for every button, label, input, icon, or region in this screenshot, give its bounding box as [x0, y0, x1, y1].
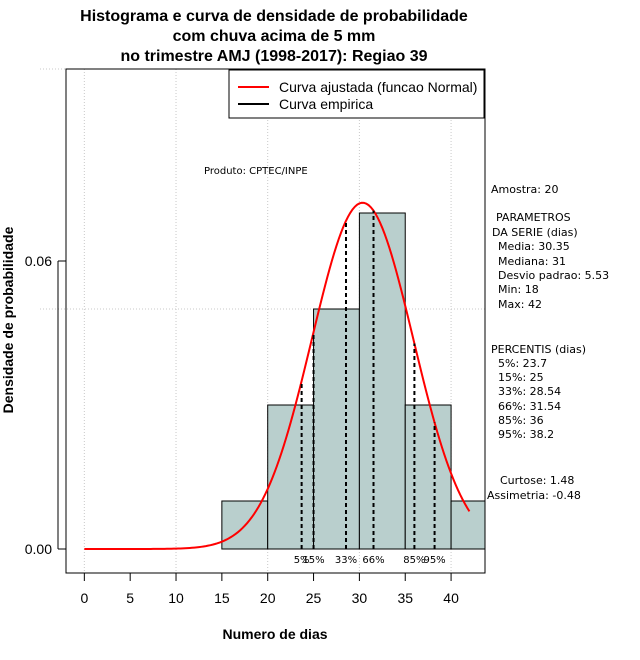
stat-p5: 5%: 23.7 — [498, 357, 547, 370]
x-tick-label: 30 — [352, 590, 368, 606]
stat-desvio: Desvio padrao: 5.53 — [498, 269, 609, 282]
stat-max: Max: 42 — [498, 298, 542, 311]
stat-p66: 66%: 31.54 — [498, 400, 561, 413]
normal-fit-curve — [84, 201, 471, 550]
x-tick-label: 15 — [214, 590, 230, 606]
x-tick-label: 25 — [306, 590, 322, 606]
chart-title-line-3: no trimestre AMJ (1998-2017): Regiao 39 — [120, 48, 427, 65]
percentile-label: 85% — [403, 555, 425, 566]
legend-label-empirical: Curva empirica — [279, 96, 373, 112]
x-tick-label: 40 — [443, 590, 459, 606]
histogram-bar — [313, 308, 360, 550]
stat-amostra: Amostra: 20 — [491, 183, 558, 196]
stat-p95: 95%: 38.2 — [498, 428, 554, 441]
produto-label: Produto: CPTEC/INPE — [204, 166, 308, 177]
axes: 0.00 0.06 0 5 10 15 20 25 30 35 40 — [25, 253, 459, 606]
stat-p15: 15%: 25 — [498, 371, 544, 384]
stat-curtose: Curtose: 1.48 — [500, 474, 574, 487]
x-axis-title: Numero de dias — [222, 626, 327, 642]
legend-box — [228, 69, 485, 119]
percentile-label: 95% — [423, 555, 445, 566]
percentile-label: 15% — [302, 555, 324, 566]
x-tick-label: 5 — [126, 590, 134, 606]
stat-min: Min: 18 — [498, 283, 539, 296]
chart-title-line-2: com chuva acima de 5 mm — [173, 28, 376, 45]
histogram-bar — [404, 404, 452, 550]
stat-percentis-header: PERCENTIS (dias) — [491, 343, 586, 356]
stat-mediana: Mediana: 31 — [498, 255, 566, 268]
x-tick-label: 35 — [397, 590, 413, 606]
stat-p33: 33%: 28.54 — [498, 385, 561, 398]
percentile-lines: 5%15% 33% 66% 85%95% — [294, 210, 446, 566]
percentile-label: 33% — [335, 555, 357, 566]
x-tick-label: 20 — [260, 590, 276, 606]
histogram-bars — [221, 212, 486, 550]
legend: Curva ajustada (funcao Normal) Curva emp… — [228, 69, 485, 119]
histogram-bar — [267, 404, 315, 550]
percentile-label: 66% — [362, 555, 384, 566]
y-tick-label: 0.06 — [25, 253, 52, 269]
stat-param-header-1: PARAMETROS — [496, 211, 571, 224]
stats-panel: Amostra: 20 PARAMETROS DA SERIE (dias) M… — [487, 183, 609, 502]
x-tick-label: 10 — [168, 590, 184, 606]
percentile-label: 5% — [294, 555, 310, 566]
y-tick-label: 0.00 — [25, 541, 52, 557]
x-tick-label: 0 — [80, 590, 88, 606]
stat-media: Media: 30.35 — [498, 240, 570, 253]
curve-layer — [84, 201, 471, 550]
stat-p85: 85%: 36 — [498, 414, 544, 427]
legend-label-fit: Curva ajustada (funcao Normal) — [279, 79, 477, 95]
y-axis-title: Densidade de probabilidade — [0, 226, 16, 413]
stat-param-header-2: DA SERIE (dias) — [492, 226, 578, 239]
stat-assimetria: Assimetria: -0.48 — [487, 489, 581, 502]
chart-title-line-1: Histograma e curva de densidade de proba… — [80, 8, 468, 25]
histogram-bar — [358, 212, 406, 550]
